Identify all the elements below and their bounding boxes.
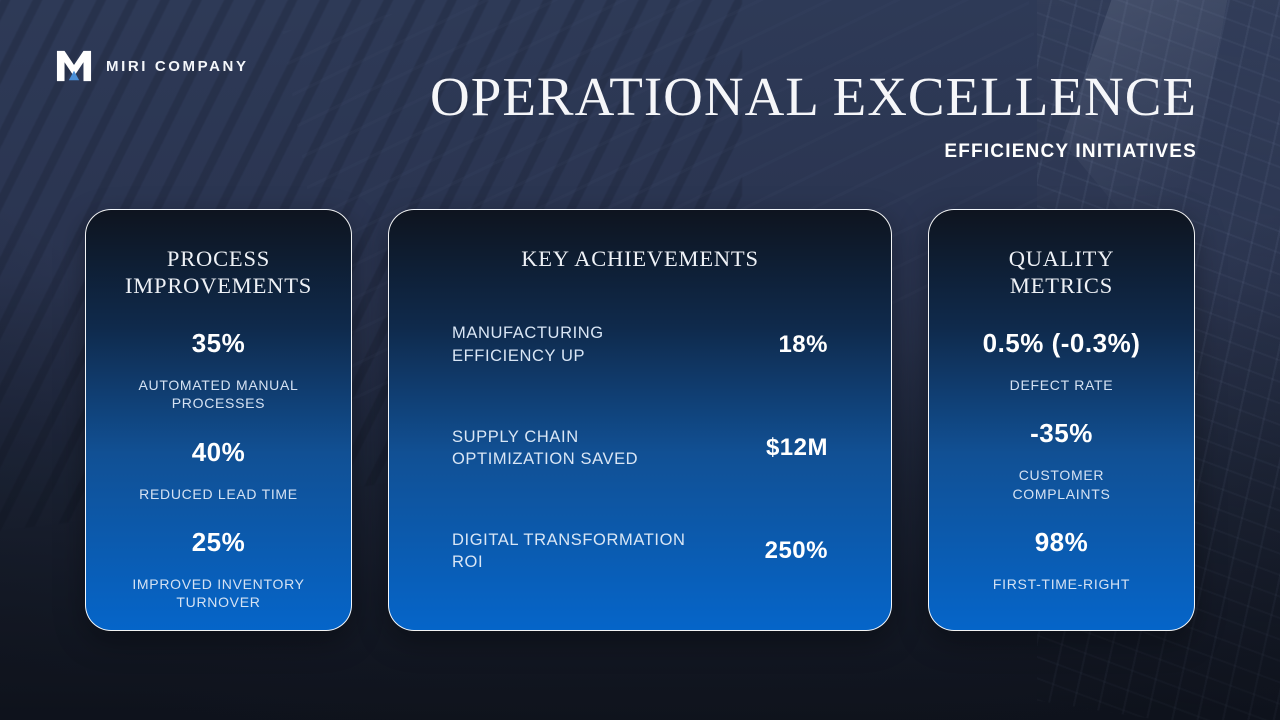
- stat-value: -35%: [1030, 418, 1093, 449]
- stat-label: CUSTOMER COMPLAINTS: [1012, 467, 1111, 502]
- stat-item: 25% IMPROVED INVENTORY TURNOVER: [132, 527, 305, 612]
- card-title-line2: METRICS: [1009, 273, 1114, 299]
- achievement-label: DIGITAL TRANSFORMATION ROI: [452, 530, 686, 571]
- achievement-label: SUPPLY CHAIN OPTIMIZATION SAVED: [452, 427, 639, 468]
- card-title: QUALITY METRICS: [1009, 245, 1115, 300]
- header: OPERATIONAL EXCELLENCE EFFICIENCY INITIA…: [297, 66, 1197, 163]
- cards-row: PROCESS IMPROVEMENTS 35% AUTOMATED MANUA…: [85, 209, 1195, 631]
- stat-label: IMPROVED INVENTORY TURNOVER: [132, 575, 305, 611]
- achievement-value: $12M: [765, 433, 828, 461]
- stat-value: 0.5% (-0.3%): [982, 327, 1141, 358]
- stat-item: 0.5% (-0.3%) DEFECT RATE: [982, 327, 1141, 394]
- achievement-row: DIGITAL TRANSFORMATION ROI 250%: [452, 529, 828, 573]
- stat-item: 40% REDUCED LEAD TIME: [139, 436, 298, 503]
- card-title: KEY ACHIEVEMENTS: [521, 246, 759, 271]
- achievement-label: MANUFACTURING EFFICIENCY UP: [452, 324, 604, 365]
- achievement-list: MANUFACTURING EFFICIENCY UP 18% SUPPLY C…: [389, 322, 891, 573]
- stat-list: 0.5% (-0.3%) DEFECT RATE -35% CUSTOMER C…: [929, 327, 1194, 594]
- stat-label: REDUCED LEAD TIME: [139, 485, 298, 502]
- stat-value: 40%: [191, 436, 246, 467]
- card-process-improvements: PROCESS IMPROVEMENTS 35% AUTOMATED MANUA…: [85, 209, 352, 631]
- card-title-line1: QUALITY: [1008, 246, 1115, 271]
- stat-item: 35% AUTOMATED MANUAL PROCESSES: [138, 327, 299, 413]
- achievement-row: MANUFACTURING EFFICIENCY UP 18%: [452, 322, 828, 366]
- card-title-line1: PROCESS: [166, 246, 271, 271]
- stat-item: -35% CUSTOMER COMPLAINTS: [1012, 418, 1111, 503]
- logo-m-icon: [56, 50, 92, 82]
- stat-list: 35% AUTOMATED MANUAL PROCESSES 40% REDUC…: [86, 327, 351, 612]
- stat-label: AUTOMATED MANUAL PROCESSES: [138, 376, 299, 412]
- stat-value: 25%: [191, 527, 246, 558]
- stat-value: 35%: [191, 327, 246, 358]
- card-key-achievements: KEY ACHIEVEMENTS MANUFACTURING EFFICIENC…: [388, 209, 892, 631]
- card-quality-metrics: QUALITY METRICS 0.5% (-0.3%) DEFECT RATE…: [928, 209, 1195, 631]
- stat-label: DEFECT RATE: [1009, 376, 1114, 393]
- card-title: PROCESS IMPROVEMENTS: [125, 245, 312, 300]
- stat-item: 98% FIRST-TIME-RIGHT: [992, 527, 1131, 593]
- stat-value: 98%: [1034, 527, 1089, 558]
- card-title-line2: IMPROVEMENTS: [124, 273, 313, 299]
- stat-label: FIRST-TIME-RIGHT: [992, 575, 1131, 592]
- page-subtitle: EFFICIENCY INITIATIVES: [944, 140, 1197, 162]
- achievement-value: 18%: [778, 330, 828, 358]
- brand-name: MIRI COMPANY: [106, 57, 249, 75]
- achievement-row: SUPPLY CHAIN OPTIMIZATION SAVED $12M: [452, 426, 828, 470]
- page-title: OPERATIONAL EXCELLENCE: [430, 66, 1197, 127]
- company-logo: MIRI COMPANY: [56, 50, 249, 82]
- achievement-value: 250%: [764, 536, 828, 564]
